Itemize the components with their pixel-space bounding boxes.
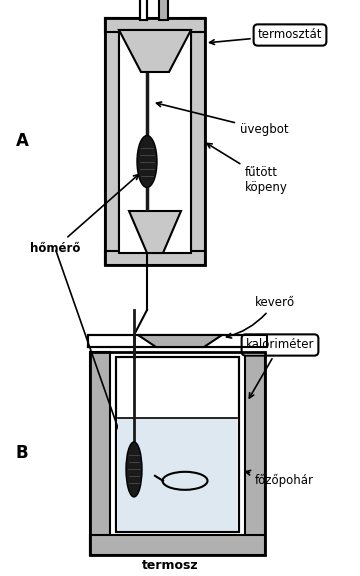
Polygon shape [119, 30, 191, 72]
Bar [90, 352, 110, 555]
Bar [119, 30, 191, 253]
Bar [88, 335, 267, 347]
Bar [90, 535, 265, 555]
Text: üvegbot: üvegbot [157, 102, 289, 137]
Text: fűtött
köpeny: fűtött köpeny [207, 143, 288, 195]
Polygon shape [138, 335, 222, 347]
Bar [105, 18, 119, 265]
Text: kaloriméter: kaloriméter [246, 339, 314, 398]
Bar [245, 352, 265, 555]
Text: főzőpohár: főzőpohár [246, 471, 314, 487]
Polygon shape [129, 211, 181, 253]
Ellipse shape [126, 442, 142, 497]
Text: hőmérő: hőmérő [30, 175, 139, 255]
Text: keverő: keverő [226, 295, 295, 338]
Bar [159, 0, 168, 20]
Ellipse shape [162, 472, 207, 490]
Bar [118, 418, 237, 532]
Bar [105, 18, 205, 265]
Ellipse shape [137, 135, 157, 188]
Bar [90, 352, 265, 555]
Bar [191, 18, 205, 265]
Text: B: B [16, 444, 28, 462]
Bar [140, 0, 147, 20]
Text: A: A [15, 132, 28, 150]
Text: termosz: termosz [142, 559, 198, 572]
Bar [105, 251, 205, 265]
Bar [116, 357, 239, 532]
Bar [105, 18, 205, 32]
Bar [116, 357, 239, 532]
Text: termosztát: termosztát [210, 28, 322, 44]
